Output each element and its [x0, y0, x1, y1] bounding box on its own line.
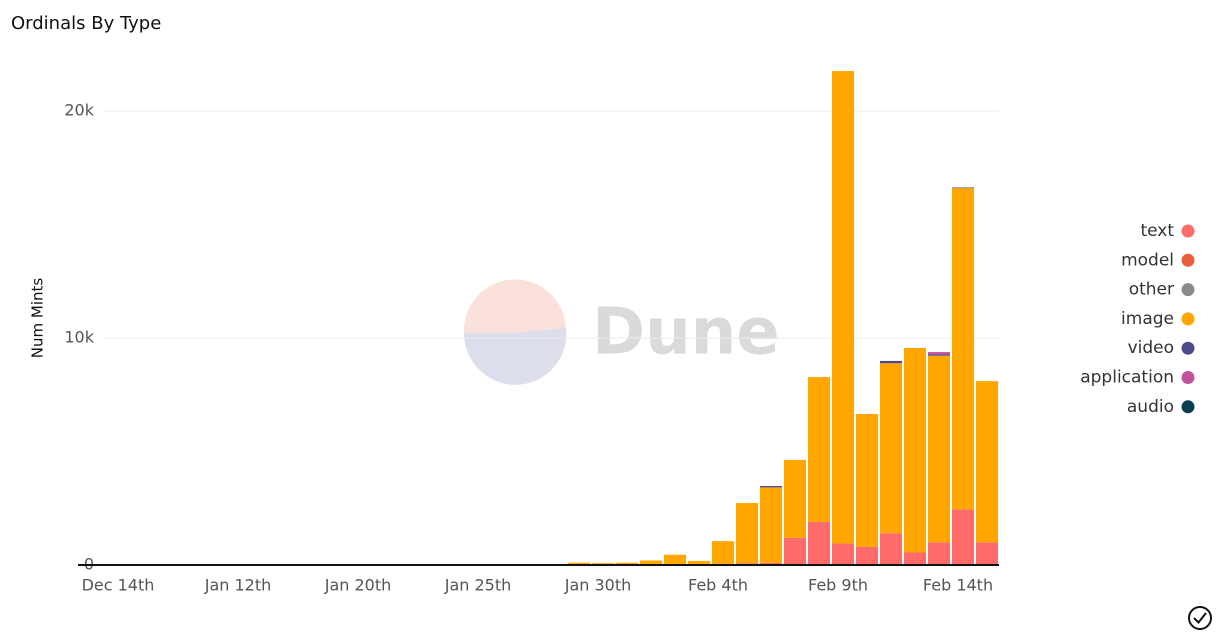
- bar-segment: [783, 459, 807, 538]
- bar-segment: [807, 521, 831, 565]
- legend-swatch: [1181, 224, 1195, 238]
- bar-segment: [855, 546, 879, 565]
- bar-segment: [975, 542, 999, 565]
- bar-segment: [687, 560, 711, 565]
- legend-label: text: [1140, 221, 1174, 241]
- bar-segment: [663, 554, 687, 565]
- bar-segment: [951, 188, 975, 510]
- x-tick-label: Dec 14th: [82, 576, 155, 595]
- watermark-logo-part: [471, 328, 567, 385]
- bar-segment: [927, 354, 951, 356]
- bar-segment: [879, 533, 903, 565]
- y-tick-label: 20k: [64, 101, 94, 120]
- legend-swatch: [1181, 371, 1195, 384]
- bar-segment: [567, 562, 591, 565]
- bar-segment: [879, 363, 903, 534]
- bar-segment: [951, 187, 975, 189]
- watermark: Dune: [463, 279, 780, 385]
- watermark-logo-part: [463, 279, 566, 333]
- bar-segment: [927, 352, 951, 355]
- bar-segment: [831, 543, 855, 565]
- bar-segment: [591, 563, 615, 565]
- legend-label: application: [1080, 368, 1174, 388]
- check-icon[interactable]: [1188, 606, 1212, 630]
- bar-segment: [951, 509, 975, 565]
- bar-segment: [879, 360, 903, 364]
- bar-segment: [759, 486, 783, 488]
- bar-segment: [759, 562, 783, 565]
- legend-label: video: [1128, 338, 1174, 358]
- bar-segment: [711, 541, 735, 564]
- bar-segment: [927, 542, 951, 565]
- bar-segment: [975, 381, 999, 543]
- bar-segment: [807, 377, 831, 522]
- bar-segment: [903, 552, 927, 565]
- legend-label: model: [1121, 250, 1174, 270]
- bar-segment: [855, 414, 879, 547]
- x-tick-label: Jan 12th: [204, 576, 272, 595]
- x-tick-label: Feb 4th: [688, 576, 748, 595]
- legend-swatch: [1181, 253, 1195, 267]
- legend-swatch: [1181, 312, 1195, 326]
- legend-label: audio: [1127, 397, 1174, 417]
- bar-segment: [735, 503, 759, 564]
- bar-segment: [783, 537, 807, 565]
- bar-segment: [903, 347, 927, 553]
- legend-swatch: [1181, 400, 1195, 414]
- x-tick-label: Feb 14th: [923, 576, 993, 595]
- x-tick-label: Feb 9th: [808, 576, 868, 595]
- bar-segment: [927, 355, 951, 543]
- bar-segment: [639, 560, 663, 565]
- bar-segment: [615, 562, 639, 565]
- y-tick-label: 10k: [64, 328, 94, 347]
- legend-swatch: [1181, 341, 1195, 355]
- legend-label: other: [1129, 280, 1174, 300]
- y-axis-title: Num Mints: [29, 278, 47, 359]
- legend-swatch: [1181, 283, 1195, 297]
- legend-label: image: [1121, 309, 1174, 329]
- chart-title: Ordinals By Type: [11, 13, 161, 34]
- x-tick-label: Jan 20th: [324, 576, 392, 595]
- bar-segment: [759, 487, 783, 563]
- bar-segment: [831, 71, 855, 544]
- x-tick-label: Jan 30th: [564, 576, 632, 595]
- x-tick-label: Jan 25th: [444, 576, 512, 595]
- watermark-text: Dune: [592, 296, 780, 370]
